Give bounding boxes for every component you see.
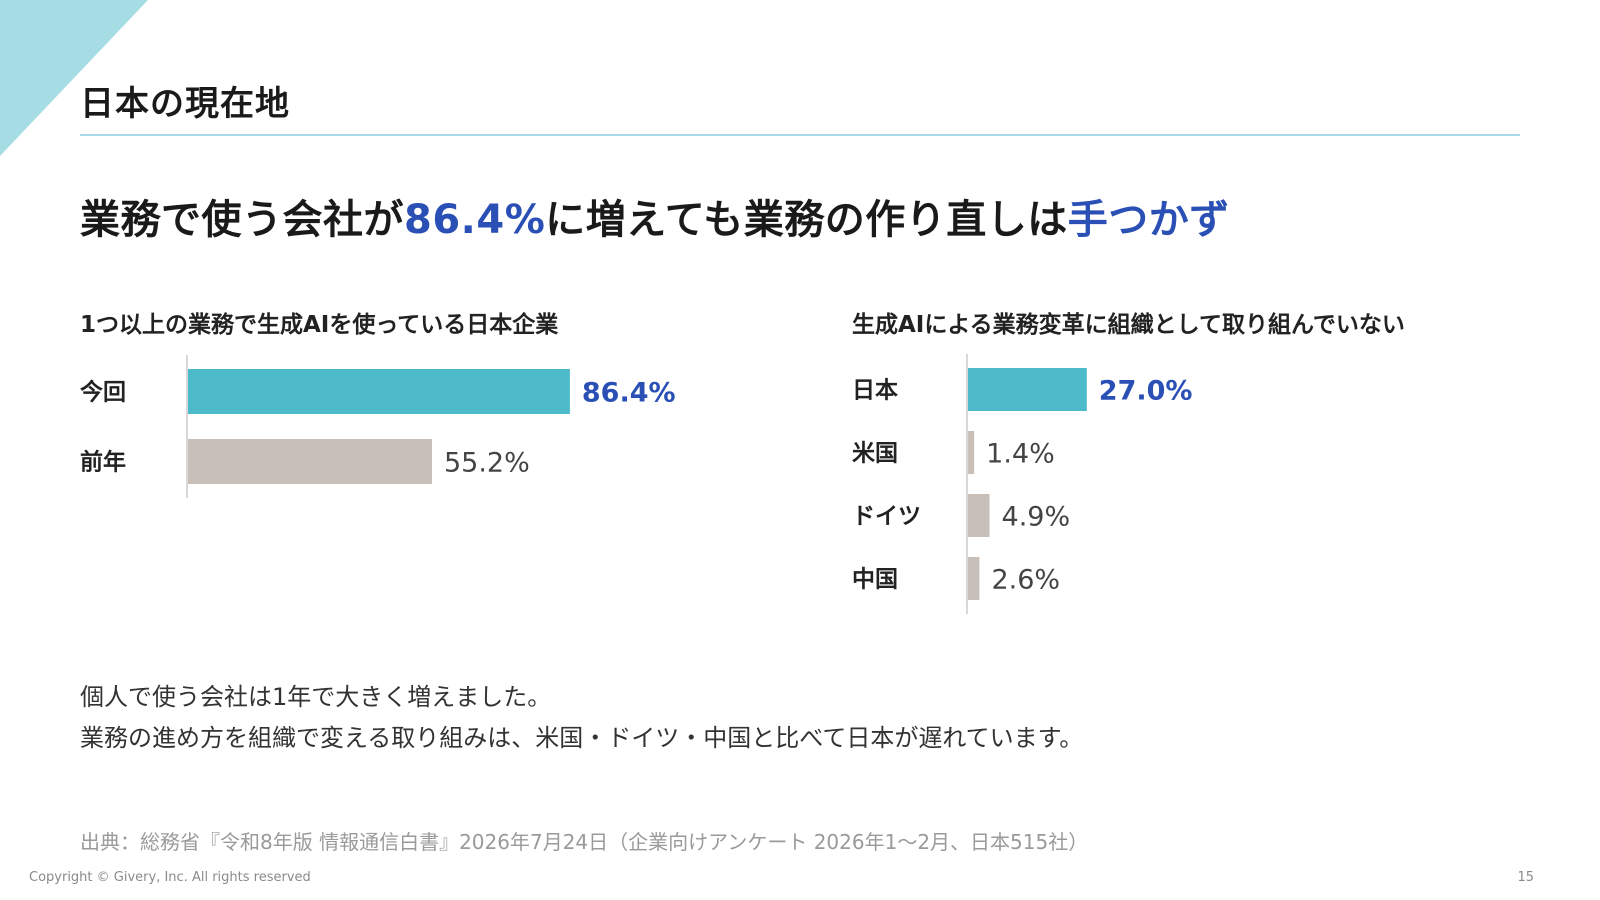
category-label: 前年 (80, 449, 126, 476)
category-label: 米国 (852, 441, 898, 467)
category-label: ドイツ (852, 504, 921, 530)
value-label: 86.4% (582, 378, 676, 409)
value-label: 2.6% (991, 565, 1060, 596)
bar (968, 431, 975, 474)
headline: 業務で使う会社が86.4%に増えても業務の作り直しは手つかず (80, 187, 1230, 245)
summary-line-1: 個人で使う会社は1年で大きく増えました。 (80, 683, 552, 711)
headline-highlight-percent: 86.4% (404, 197, 546, 243)
page-number: 15 (1517, 870, 1534, 885)
chart-title-ai-adoption: 1つ以上の業務で生成AIを使っている日本企業 (80, 312, 559, 338)
summary-line-2: 業務の進め方を組織で変える取り組みは、米国・ドイツ・中国と比べて日本が遅れていま… (80, 724, 1084, 752)
bar (188, 369, 570, 414)
value-label: 1.4% (986, 439, 1055, 470)
category-label: 今回 (80, 379, 126, 406)
category-label: 中国 (852, 567, 898, 593)
value-label: 55.2% (444, 448, 530, 479)
bar (968, 557, 980, 600)
bar (188, 439, 432, 484)
chart-ai-adoption: 今回 86.4% 前年 55.2% (80, 355, 676, 498)
source-citation: 出典：総務省『令和8年版 情報通信白書』2026年7月24日（企業向けアンケート… (80, 830, 1089, 854)
category-label: 日本 (852, 378, 898, 404)
section-title: 日本の現在地 (80, 84, 290, 124)
headline-highlight-phrase: 手つかず (1067, 197, 1230, 243)
value-label: 4.9% (1002, 502, 1071, 533)
corner-decoration (0, 0, 148, 156)
headline-part-1: 業務で使う会社が (80, 197, 404, 243)
chart-transformation: 日本 27.0% 米国 1.4% ドイツ 4.9% 中国 2.6% (852, 354, 1193, 614)
summary-text: 個人で使う会社は1年で大きく増えました。 業務の進め方を組織で変える取り組みは、… (80, 677, 1083, 759)
value-label: 27.0% (1099, 376, 1193, 407)
copyright: Copyright © Givery, Inc. All rights rese… (29, 870, 311, 885)
chart-title-transformation: 生成AIによる業務変革に組織として取り組んでいない (852, 312, 1405, 338)
title-divider (80, 134, 1520, 136)
bar (968, 494, 990, 537)
headline-part-2: に増えても業務の作り直しは (545, 197, 1068, 243)
bar (968, 368, 1087, 411)
